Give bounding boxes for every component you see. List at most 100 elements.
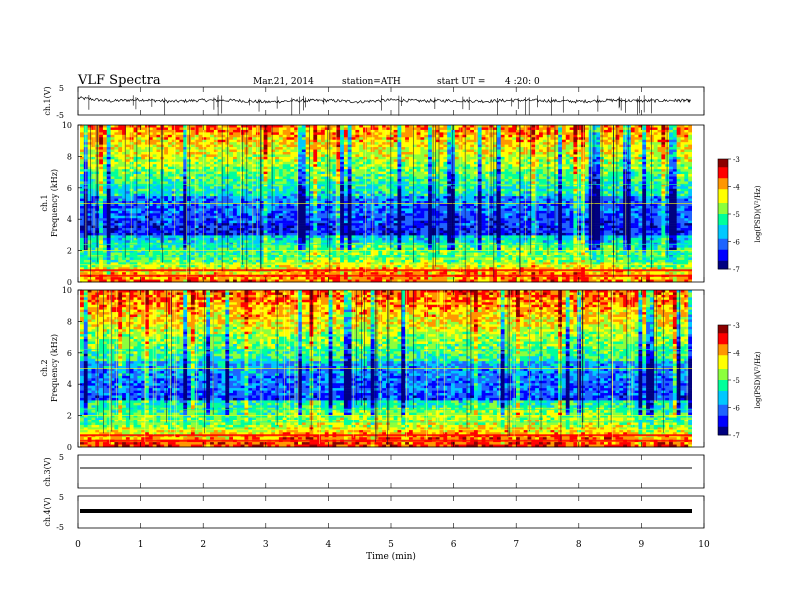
spectrogram-cell <box>164 201 169 204</box>
spectrogram-cell <box>133 161 138 165</box>
spectrogram-cell <box>137 250 142 253</box>
spectrogram-cell <box>374 125 379 128</box>
spectrogram-cell <box>160 183 165 187</box>
spectrogram-cell <box>118 257 123 261</box>
spectrogram-cell <box>210 255 215 258</box>
spectrogram-cell <box>267 149 272 153</box>
spectrogram-cell <box>83 259 88 263</box>
spectrogram-cell <box>183 132 188 136</box>
spectrogram-cell <box>309 156 314 160</box>
spectrogram-cell <box>271 174 276 177</box>
spectrogram-cell <box>347 250 352 253</box>
spectrogram-cell <box>198 252 203 256</box>
spectrogram-cell <box>171 205 176 209</box>
spectrogram-cell <box>179 125 184 128</box>
spectrogram-cell <box>213 218 219 221</box>
spectrogram-cell <box>236 215 241 219</box>
spectrogram-cell <box>164 137 169 141</box>
spectrogram-cell <box>190 156 196 160</box>
spectrogram-cell <box>210 198 215 202</box>
spectrogram-cell <box>148 230 153 234</box>
spectrogram-cell <box>336 161 341 165</box>
spectrogram-cell <box>110 220 115 224</box>
spectrogram-cell <box>102 205 108 209</box>
spectrogram-cell <box>156 220 161 224</box>
spectrogram-cell <box>87 186 92 190</box>
spectrogram-cell <box>271 198 276 202</box>
spectrogram-cell <box>324 228 329 231</box>
spectrogram-cell <box>305 203 310 207</box>
spectrogram-cell <box>309 188 314 192</box>
spectrogram-cell <box>110 259 115 263</box>
spectrogram-cell <box>328 255 333 258</box>
spectrogram-cell <box>202 154 207 158</box>
spectrogram-cell <box>221 181 226 185</box>
spectrogram-cell <box>263 208 268 212</box>
spectrogram-cell <box>114 161 119 165</box>
spectrogram-cell <box>114 134 119 138</box>
spectrogram-cell <box>167 225 173 229</box>
spectrogram-cell <box>351 181 356 185</box>
spectrogram-cell <box>313 147 318 150</box>
spectrogram-cell <box>259 156 264 160</box>
spectrogram-cell <box>194 208 199 212</box>
spectrogram-cell <box>298 220 303 224</box>
spectrogram-cell <box>278 267 284 271</box>
spectrogram-cell <box>118 149 123 153</box>
spectrogram-cell <box>240 277 245 280</box>
ch1-ytick-top: 5 <box>59 84 64 93</box>
spectrogram-cell <box>359 228 364 231</box>
spectrogram-cell <box>259 149 264 153</box>
spectrogram-cell <box>282 171 287 175</box>
spectrogram-cell <box>118 132 123 136</box>
spectrogram-cell <box>80 210 85 214</box>
spectrogram-cell <box>114 191 119 194</box>
spectrogram-cell <box>118 171 123 175</box>
spectrogram-cell <box>343 272 349 275</box>
spectrogram-cell <box>125 240 131 244</box>
spectrogram-cell <box>298 247 303 251</box>
spectrogram-cell <box>125 210 131 214</box>
spectrogram-cell <box>102 272 108 275</box>
spectrogram-cell <box>286 205 291 209</box>
spectrogram-cell <box>320 255 326 258</box>
spectrogram-cell <box>363 247 368 251</box>
spectrogram-cell <box>298 125 303 128</box>
spectrogram-cell <box>328 259 333 263</box>
spectrogram-cell <box>95 142 100 145</box>
spectrogram-cell <box>305 183 310 187</box>
spectrogram-cell <box>229 237 234 241</box>
spectrogram-cell <box>248 225 253 229</box>
spectrogram-cell <box>343 137 349 141</box>
spectrogram-cell <box>210 279 215 283</box>
spectrogram-cell <box>171 203 176 207</box>
spectrogram-cell <box>221 186 226 190</box>
spectrogram-cell <box>229 169 234 172</box>
spectrogram-cell <box>187 198 192 202</box>
spectrogram-cell <box>355 230 360 234</box>
spectrogram-cell <box>145 156 150 160</box>
spectrogram-cell <box>164 169 169 172</box>
spectrogram-cell <box>183 193 188 197</box>
spectrogram-cell <box>167 127 173 131</box>
spectrogram-cell <box>343 220 349 224</box>
spectrogram-cell <box>179 144 184 148</box>
spectrogram-cell <box>141 255 146 258</box>
spectrogram-cell <box>229 218 234 221</box>
spectrogram-cell <box>290 161 295 165</box>
spectrogram-cell <box>278 151 284 155</box>
spectrogram-cell <box>336 193 341 197</box>
spectrogram-cell <box>236 125 241 128</box>
spectrogram-cell <box>213 257 219 261</box>
spectrogram-cell <box>263 156 268 160</box>
spectrogram-cell <box>263 147 268 150</box>
spectrogram-cell <box>194 149 199 153</box>
spectrogram-cell <box>340 169 345 172</box>
spectrogram-cell <box>160 213 165 217</box>
spectrogram-cell <box>152 159 157 163</box>
spectrogram-cell <box>248 264 253 268</box>
spectrogram-cell <box>202 201 207 204</box>
spectrogram-cell <box>229 186 234 190</box>
spectrogram-cell <box>309 181 314 185</box>
spectrogram-cell <box>118 147 123 150</box>
